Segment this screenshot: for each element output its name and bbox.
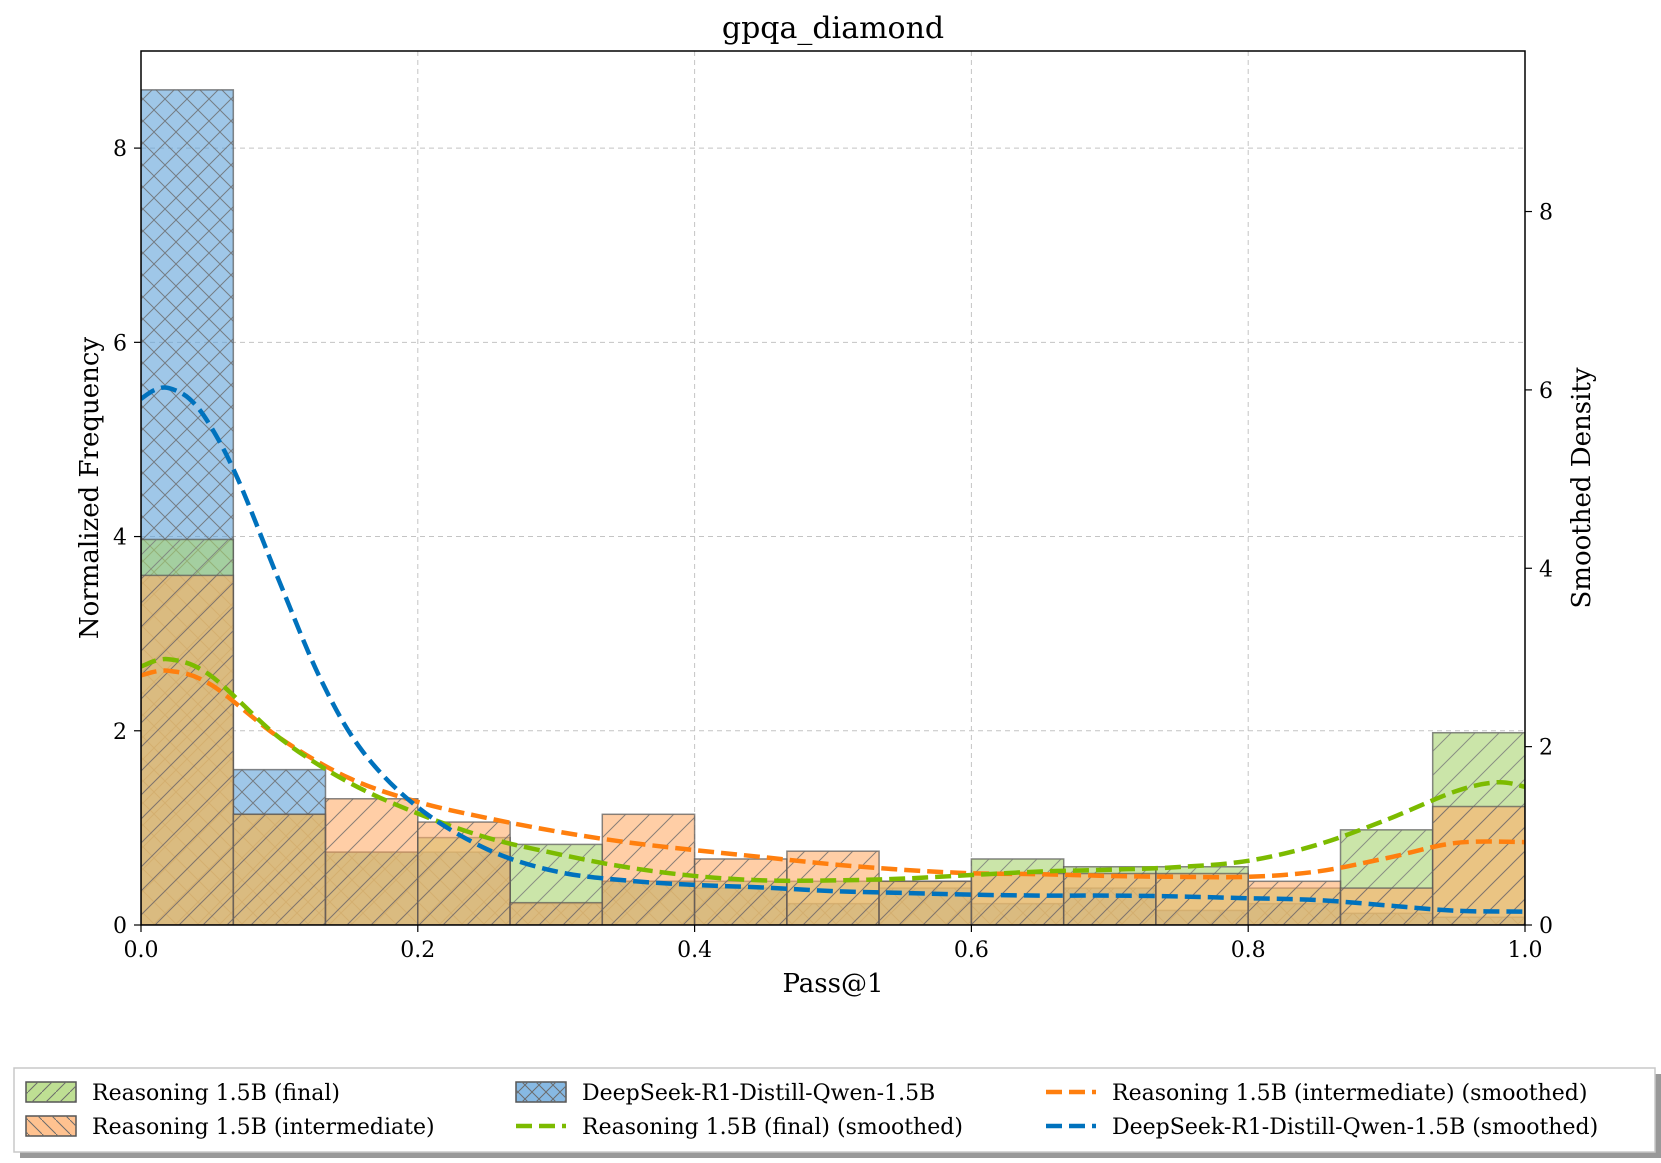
legend-label: Reasoning 1.5B (final) bbox=[92, 1081, 340, 1106]
legend-swatch-hatch bbox=[26, 1082, 76, 1102]
bar-hatch-reasoning-1-5b-intermediate bbox=[1248, 881, 1341, 925]
legend-label: Reasoning 1.5B (final) (smoothed) bbox=[582, 1115, 963, 1140]
x-tick-label: 0.0 bbox=[124, 938, 159, 963]
x-tick-label: 1.0 bbox=[1508, 938, 1543, 963]
bar-hatch-reasoning-1-5b-intermediate bbox=[141, 575, 234, 925]
x-tick-label: 0.2 bbox=[400, 938, 435, 963]
bar-hatch-reasoning-1-5b-intermediate bbox=[1432, 806, 1525, 925]
bar-hatch-reasoning-1-5b-intermediate bbox=[879, 881, 972, 925]
kde-line-reasoning-1-5b-final-smoothed bbox=[141, 656, 1525, 884]
chart-title: gpqa_diamond bbox=[722, 11, 944, 46]
bar-hatch-reasoning-1-5b-intermediate bbox=[1063, 873, 1156, 925]
legend-label: Reasoning 1.5B (intermediate) (smoothed) bbox=[1112, 1081, 1587, 1106]
y-tick-label: 2 bbox=[113, 720, 127, 745]
bar-hatch-reasoning-1-5b-intermediate bbox=[233, 814, 326, 925]
y2-axis-title: Smoothed Density bbox=[1567, 367, 1597, 608]
y2-axis-ticks: 0 2 4 6 8 bbox=[1525, 201, 1553, 939]
kde-line-deepseek-r1-distill-qwen-1-5b-smoothed bbox=[141, 385, 1525, 914]
y2-tick-label: 4 bbox=[1539, 557, 1553, 582]
y2-tick-label: 6 bbox=[1539, 379, 1553, 404]
legend-swatch-hatch bbox=[26, 1116, 76, 1136]
legend-label: Reasoning 1.5B (intermediate) bbox=[92, 1115, 435, 1140]
x-tick-label: 0.4 bbox=[677, 938, 712, 963]
legend: Reasoning 1.5B (final) DeepSeek-R1-Distil… bbox=[13, 1067, 1661, 1158]
x-tick-label: 0.6 bbox=[954, 938, 989, 963]
legend-swatch-hatch bbox=[516, 1082, 566, 1102]
gridlines bbox=[141, 51, 1525, 925]
y2-tick-label: 8 bbox=[1539, 201, 1553, 226]
legend-label: DeepSeek-R1-Distill-Qwen-1.5B (smoothed) bbox=[1112, 1115, 1598, 1140]
y-tick-label: 8 bbox=[113, 137, 127, 162]
y2-tick-label: 2 bbox=[1539, 736, 1553, 761]
legend-label: DeepSeek-R1-Distill-Qwen-1.5B bbox=[582, 1081, 935, 1106]
smoothed-lines bbox=[141, 385, 1525, 914]
y-tick-label: 4 bbox=[113, 526, 127, 551]
x-axis-ticks: 0.0 0.2 0.4 0.6 0.8 1.0 bbox=[124, 925, 1543, 963]
y-tick-label: 6 bbox=[113, 331, 127, 356]
bar-hatch-reasoning-1-5b-intermediate bbox=[510, 902, 603, 925]
legend-box bbox=[13, 1067, 1656, 1153]
bar-hatch-reasoning-1-5b-intermediate bbox=[971, 873, 1064, 925]
histogram-bars bbox=[141, 89, 1525, 925]
bar-hatch-reasoning-1-5b-intermediate bbox=[694, 858, 787, 925]
y-axis-ticks: 0 2 4 6 8 bbox=[113, 137, 141, 939]
x-tick-label: 0.8 bbox=[1231, 938, 1266, 963]
y2-tick-label: 0 bbox=[1539, 914, 1553, 939]
bar-hatch-reasoning-1-5b-intermediate bbox=[325, 798, 418, 925]
plot-frame bbox=[140, 50, 1526, 926]
y-tick-label: 0 bbox=[113, 914, 127, 939]
x-axis-title: Pass@1 bbox=[782, 969, 883, 999]
y-axis-title: Normalized Frequency bbox=[75, 337, 105, 640]
kde-line-reasoning-1-5b-intermediate-smoothed bbox=[141, 668, 1525, 880]
